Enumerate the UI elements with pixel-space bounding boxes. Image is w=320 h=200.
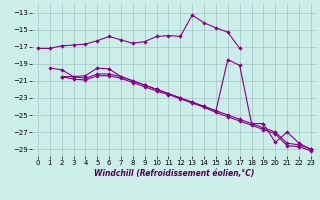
X-axis label: Windchill (Refroidissement éolien,°C): Windchill (Refroidissement éolien,°C) (94, 169, 255, 178)
